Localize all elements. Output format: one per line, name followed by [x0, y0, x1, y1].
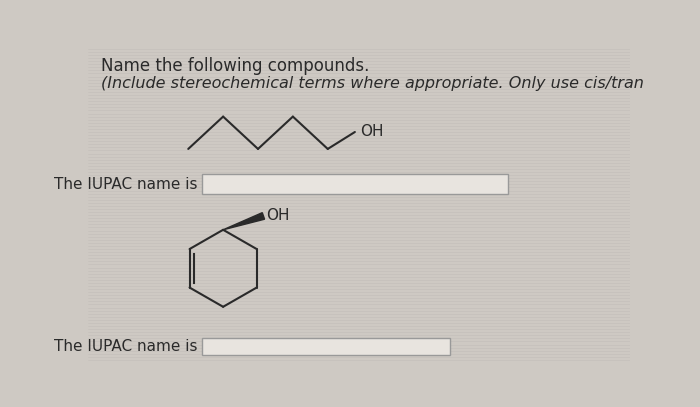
Bar [202, 174, 508, 195]
Bar [202, 337, 450, 354]
Text: The IUPAC name is: The IUPAC name is [54, 339, 197, 354]
Text: OH: OH [266, 208, 289, 223]
Text: Name the following compounds.: Name the following compounds. [102, 57, 370, 74]
Polygon shape [223, 212, 265, 230]
Text: OH: OH [360, 125, 384, 140]
Text: The IUPAC name is: The IUPAC name is [54, 177, 197, 192]
Text: (Include stereochemical terms where appropriate. Only use cis/tran: (Include stereochemical terms where appr… [102, 76, 644, 91]
